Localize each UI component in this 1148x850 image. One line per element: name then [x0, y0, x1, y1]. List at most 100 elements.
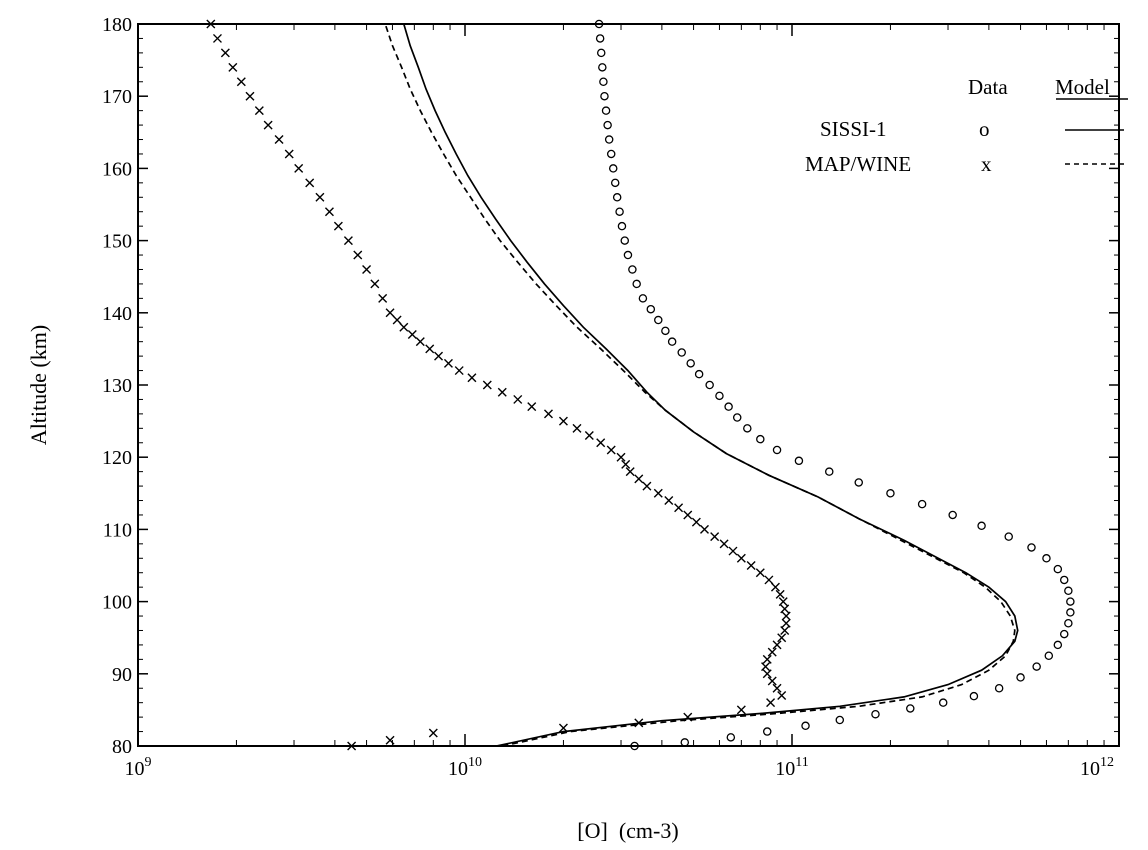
data-point-mapwine	[634, 718, 644, 728]
data-point-sissi	[1004, 532, 1013, 541]
data-point-sissi	[1066, 608, 1075, 617]
data-point-mapwine	[245, 91, 255, 101]
data-point-sissi	[794, 456, 804, 466]
data-point-sissi	[726, 733, 736, 742]
data-point-mapwine	[719, 539, 729, 549]
data-point-mapwine	[497, 387, 507, 397]
y-tick-label: 150	[102, 231, 132, 253]
data-point-mapwine	[767, 676, 777, 686]
x-tick-exponent: 9	[145, 755, 152, 770]
data-point-mapwine	[220, 48, 230, 58]
data-point-sissi	[969, 691, 979, 701]
data-point-mapwine	[347, 741, 357, 751]
x-axis-title: [O] (cm-3)	[577, 818, 678, 843]
y-tick-label: 80	[112, 736, 132, 758]
legend-symbol-sissi: o	[979, 117, 990, 141]
y-tick-label: 110	[103, 519, 132, 541]
x-tick-exponent: 12	[1100, 755, 1114, 770]
data-point-mapwine	[428, 728, 438, 738]
data-point-mapwine	[653, 488, 663, 498]
data-point-sissi	[1066, 597, 1075, 606]
data-point-sissi	[825, 467, 834, 476]
data-point-sissi	[801, 721, 810, 731]
data-point-mapwine	[642, 481, 652, 491]
legend-header-model: Model	[1055, 75, 1110, 99]
data-point-mapwine	[443, 358, 453, 368]
data-point-sissi	[620, 236, 630, 245]
data-point-sissi	[1059, 575, 1069, 585]
data-point-sissi	[724, 402, 733, 411]
data-point-sissi	[608, 164, 618, 173]
data-point-sissi	[1044, 651, 1054, 661]
data-point-mapwine	[434, 351, 444, 361]
x-tick-label: 1011	[775, 755, 808, 780]
model-lines	[384, 23, 1019, 747]
data-point-sissi	[1064, 619, 1073, 628]
data-point-sissi	[1053, 564, 1063, 574]
data-point-mapwine	[482, 380, 492, 390]
legend: Data Model SISSI-1 o MAP/WINE x	[805, 75, 1128, 176]
data-point-mapwine	[558, 416, 568, 426]
y-tick-label: 90	[112, 664, 132, 686]
data-point-mapwine	[254, 106, 264, 116]
data-point-mapwine	[775, 589, 785, 599]
data-point-mapwine	[274, 135, 284, 145]
data-point-mapwine	[212, 33, 222, 43]
data-point-mapwine	[616, 452, 626, 462]
data-point-mapwine	[762, 654, 772, 664]
data-point-sissi	[638, 294, 648, 303]
axis-ticks	[137, 23, 1120, 747]
data-point-mapwine	[699, 524, 709, 534]
data-point-sissi	[600, 91, 609, 101]
data-point-sissi	[686, 359, 695, 368]
data-point-mapwine	[766, 698, 776, 708]
data-point-mapwine	[415, 337, 425, 347]
data-point-mapwine	[263, 120, 273, 130]
data-point-sissi	[594, 19, 604, 29]
data-point-mapwine	[780, 625, 790, 635]
data-point-sissi	[854, 478, 863, 487]
x-tick-labels: 109 1010 1011 1012	[125, 755, 1115, 780]
data-point-mapwine	[778, 597, 788, 607]
y-axis-title: Altitude (km)	[26, 325, 51, 445]
data-point-sissi	[661, 326, 670, 336]
data-point-mapwine	[513, 394, 523, 404]
data-point-sissi	[948, 510, 957, 520]
data-point-sissi	[886, 489, 895, 498]
data-point-sissi	[917, 499, 927, 509]
data-point-sissi	[667, 337, 677, 346]
data-point-mapwine	[777, 690, 787, 700]
data-point-sissi	[1059, 629, 1069, 639]
data-point-sissi	[994, 683, 1004, 693]
legend-header-data: Data	[968, 75, 1008, 99]
data-point-mapwine	[572, 423, 582, 433]
data-point-mapwine	[781, 611, 791, 621]
data-point-mapwine	[228, 62, 238, 72]
data-point-mapwine	[370, 279, 380, 289]
model-line-mapwine	[384, 23, 1016, 747]
data-point-mapwine	[755, 568, 765, 578]
data-point-sissi	[835, 715, 845, 725]
data-point-mapwine	[543, 409, 553, 419]
plot-frame	[137, 23, 1120, 747]
data-point-mapwine	[385, 308, 395, 318]
x-tick-exponent: 11	[795, 755, 808, 770]
data-point-sissi	[612, 193, 622, 202]
data-point-mapwine	[425, 344, 435, 354]
data-point-sissi	[601, 106, 611, 115]
data-point-sissi	[615, 207, 624, 216]
data-point-mapwine	[353, 250, 363, 260]
data-point-sissi	[654, 315, 663, 325]
x-tick-label: 1010	[448, 755, 482, 780]
data-point-mapwine	[772, 683, 782, 693]
legend-label-mapwine: MAP/WINE	[805, 152, 911, 176]
data-point-mapwine	[606, 445, 616, 455]
data-point-sissi	[599, 77, 608, 87]
data-point-mapwine	[362, 264, 372, 274]
data-point-sissi	[1053, 640, 1063, 650]
data-point-sissi	[694, 369, 704, 379]
data-point-mapwine	[392, 315, 402, 325]
data-point-sissi	[610, 178, 620, 188]
data-point-mapwine	[467, 373, 477, 383]
data-point-sissi	[1064, 586, 1073, 596]
